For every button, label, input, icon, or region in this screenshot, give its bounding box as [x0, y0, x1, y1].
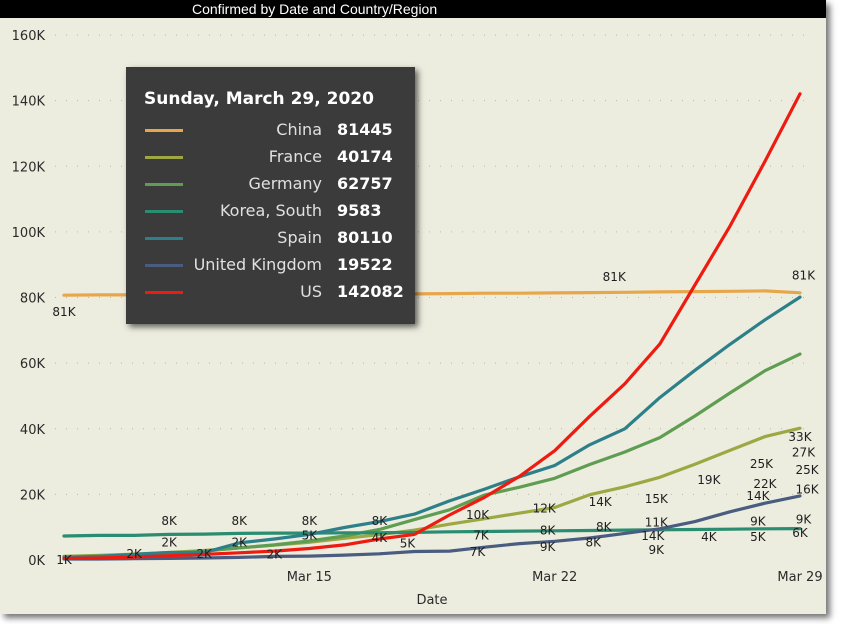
hover-tooltip: Sunday, March 29, 2020 China 81445 France 4…	[126, 67, 415, 324]
data-label: 2K	[196, 547, 213, 561]
data-label: 4K	[372, 531, 389, 545]
data-label: 2K	[161, 535, 178, 549]
data-label: 7K	[470, 545, 487, 559]
chart-visual: 0K 20K 40K 60K 80K 100K 120K 140K 160K Mar 15 Mar …	[0, 0, 826, 614]
x-tick-label: Mar 29	[777, 570, 822, 585]
data-label: 25K	[795, 463, 819, 477]
data-label: 14K	[589, 495, 613, 509]
tooltip-series-name: China	[276, 120, 322, 139]
data-label: 8K	[372, 514, 389, 528]
series-line-korea-south	[62, 526, 802, 538]
data-label: 4K	[701, 530, 718, 544]
tooltip-row: Germany 62757	[126, 171, 415, 198]
data-label: 12K	[533, 501, 557, 515]
x-tick-label: Mar 22	[532, 570, 577, 585]
tooltip-series-value: 81445	[337, 120, 393, 139]
tooltip-series-value: 19522	[337, 255, 393, 274]
data-label: 6K	[792, 526, 809, 540]
x-axis-title: Date	[416, 593, 447, 608]
data-label: 81K	[603, 270, 627, 284]
tooltip-row: United Kingdom 19522	[126, 252, 415, 279]
tooltip-date: Sunday, March 29, 2020	[144, 89, 374, 109]
tooltip-series-value: 9583	[337, 201, 382, 220]
tooltip-series-value: 142082	[337, 282, 404, 301]
y-tick-label: 20K	[20, 488, 46, 503]
tooltip-row: US 142082	[126, 279, 415, 306]
tooltip-series-value: 62757	[337, 174, 393, 193]
data-label: 81K	[792, 268, 816, 282]
tooltip-row: Spain 80110	[126, 225, 415, 252]
chart-title: Confirmed by Date and Country/Region	[192, 1, 438, 17]
tooltip-series-value: 40174	[337, 147, 393, 166]
data-label: 27K	[792, 446, 816, 460]
y-tick-label: 0K	[28, 554, 45, 569]
tooltip-row: France 40174	[126, 144, 415, 171]
data-label: 2K	[267, 547, 284, 561]
data-label: 8K	[161, 514, 178, 528]
legend-swatch-line	[145, 237, 183, 240]
y-tick-label: 120K	[12, 160, 46, 175]
y-tick-label: 140K	[12, 95, 46, 110]
series-line-us	[62, 92, 802, 561]
x-tick-label: Mar 15	[287, 570, 332, 585]
data-label: 25K	[750, 457, 774, 471]
data-label: 2K	[126, 547, 143, 561]
data-label: 9K	[750, 515, 767, 529]
data-label: 1K	[56, 553, 73, 567]
data-label: 33K	[788, 430, 812, 444]
data-label: 8K	[540, 523, 557, 537]
legend-swatch-line	[145, 264, 183, 267]
data-label: 19K	[697, 473, 721, 487]
legend-swatch-line	[145, 291, 183, 294]
tooltip-row: China 81445	[126, 117, 415, 144]
tooltip-series-name: Korea, South	[219, 201, 322, 220]
data-label: 10K	[466, 508, 490, 522]
data-label: 9K	[540, 540, 557, 554]
data-label: 11K	[645, 515, 669, 529]
data-label: 9K	[796, 513, 813, 527]
legend-swatch-line	[145, 156, 183, 159]
data-label: 2K	[231, 535, 248, 549]
data-label: 81K	[52, 305, 76, 319]
tooltip-series-name: France	[268, 147, 322, 166]
tooltip-series-name: Germany	[248, 174, 322, 193]
data-label: 14K	[641, 529, 665, 543]
data-label: 8K	[585, 536, 602, 550]
legend-swatch-line	[145, 129, 183, 132]
tooltip-series-value: 80110	[337, 228, 393, 247]
chart-title-bar: Confirmed by Date and Country/Region	[0, 0, 826, 18]
data-label: 15K	[645, 492, 669, 506]
legend-swatch-line	[145, 210, 183, 213]
data-label: 5K	[400, 537, 417, 551]
data-label: 8K	[231, 514, 248, 528]
data-label: 14K	[746, 489, 770, 503]
data-label: 8K	[596, 520, 613, 534]
legend-swatch-line	[145, 183, 183, 186]
tooltip-series-name: Spain	[277, 228, 322, 247]
tooltip-row: Korea, South 9583	[126, 198, 415, 225]
y-tick-label: 60K	[20, 357, 46, 372]
series-line-united-kingdom	[62, 494, 802, 561]
data-label: 22K	[753, 477, 777, 491]
data-label: 7K	[473, 528, 490, 542]
y-tick-label: 40K	[20, 423, 46, 438]
y-tick-label: 80K	[20, 292, 46, 307]
series-line-spain	[62, 295, 802, 560]
tooltip-series-name: United Kingdom	[193, 255, 322, 274]
y-tick-label: 100K	[12, 226, 46, 241]
data-label: 16K	[795, 482, 819, 496]
tooltip-series-name: US	[300, 282, 322, 301]
data-label: 8K	[302, 514, 319, 528]
data-label: 5K	[750, 530, 767, 544]
data-label: 5K	[302, 529, 319, 543]
data-label: 9K	[649, 543, 666, 557]
y-tick-label: 160K	[12, 29, 46, 44]
